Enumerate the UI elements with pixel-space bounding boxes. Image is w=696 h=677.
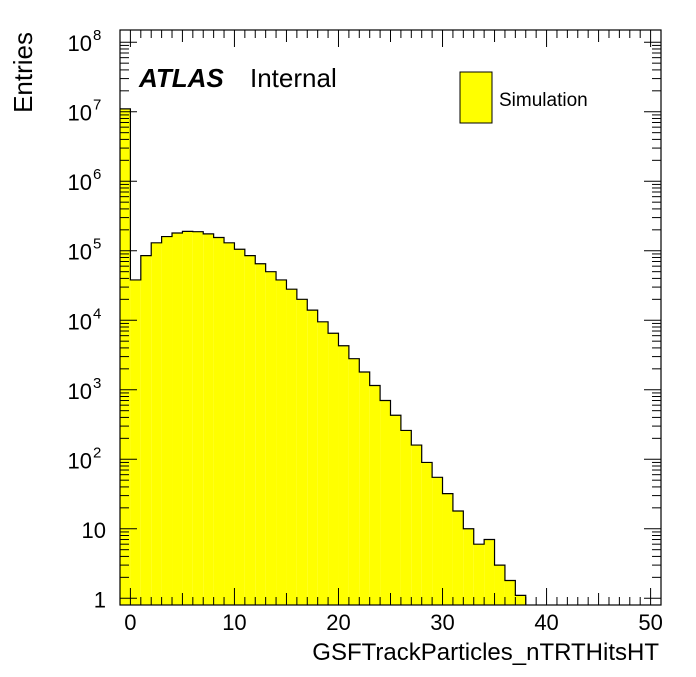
histogram-bar <box>411 445 422 605</box>
histogram-bar <box>161 236 173 605</box>
histogram-bar <box>338 345 349 605</box>
histogram-bar <box>296 299 308 605</box>
histogram-bar <box>463 528 474 605</box>
y-tick-label-exponent: 4 <box>93 305 101 322</box>
y-tick-label: 10 <box>68 31 92 56</box>
histogram-bar <box>140 255 152 605</box>
legend-entry-simulation: Simulation <box>499 90 588 111</box>
legend: Simulation <box>459 71 588 124</box>
histogram-bar <box>369 385 381 605</box>
histogram-outline <box>120 108 527 605</box>
histogram-bar <box>203 233 214 605</box>
histogram-bar <box>265 271 277 605</box>
histogram-bar <box>317 321 329 605</box>
histogram-bar <box>234 249 245 605</box>
y-tick-label: 10 <box>68 448 92 473</box>
y-tick-label-exponent: 6 <box>93 166 101 183</box>
x-tick-label: 50 <box>638 610 662 635</box>
ticks-layer <box>119 30 662 605</box>
histogram-bar <box>255 263 266 605</box>
y-tick-label: 10 <box>68 170 92 195</box>
histogram-bar <box>390 415 401 605</box>
x-tick-labels: 0 10 20 30 40 50 <box>124 610 663 635</box>
histogram-bar <box>151 242 162 606</box>
histogram-bar <box>504 580 516 605</box>
atlas-status: Internal <box>250 63 337 93</box>
histogram-bar <box>172 233 183 605</box>
histogram-bar <box>452 511 464 605</box>
histogram-bar <box>473 544 485 605</box>
histogram-bar <box>182 231 193 606</box>
histogram-bar <box>515 595 526 605</box>
y-tick-label-exponent: 5 <box>93 236 101 253</box>
y-tick-label-exponent: 2 <box>93 444 101 461</box>
histogram-bar <box>348 358 360 605</box>
y-tick-label: 10 <box>68 309 92 334</box>
y-tick-label-exponent: 7 <box>93 97 101 114</box>
histogram-bar <box>213 237 225 605</box>
histogram-bar <box>130 279 141 605</box>
histogram-bar <box>442 493 453 605</box>
histogram-bar <box>484 539 495 605</box>
histogram-bar <box>307 310 318 605</box>
x-tick-label: 10 <box>222 610 246 635</box>
y-tick-label: 1 <box>94 587 106 612</box>
y-tick-label: 10 <box>68 240 92 265</box>
x-tick-label: 0 <box>124 610 136 635</box>
histogram-bar <box>244 255 256 605</box>
histogram-bar <box>192 231 204 605</box>
histogram-bar <box>328 333 339 605</box>
legend-swatch <box>459 71 493 124</box>
histogram-bar <box>400 430 412 605</box>
histogram-bar <box>421 462 433 605</box>
y-tick-label-exponent: 8 <box>93 27 101 44</box>
histogram-bar <box>224 242 235 606</box>
x-tick-label: 30 <box>430 610 454 635</box>
atlas-label: ATLAS <box>138 63 224 93</box>
y-tick-label: 10 <box>68 101 92 126</box>
histogram-bar <box>494 565 505 605</box>
x-tick-label: 20 <box>326 610 350 635</box>
x-tick-label: 40 <box>534 610 558 635</box>
y-tick-label-exponent: 3 <box>93 375 101 392</box>
histogram-bar <box>432 477 443 605</box>
y-tick-label: 10 <box>82 518 106 543</box>
histogram-bar <box>276 279 287 605</box>
y-axis-label: Entries <box>8 32 38 113</box>
histogram-bar <box>380 400 391 605</box>
histogram-bar <box>286 289 297 605</box>
x-axis-label: GSFTrackParticles_nTRTHitsHT <box>312 639 659 666</box>
y-tick-label: 10 <box>68 379 92 404</box>
histogram-bar <box>359 372 370 605</box>
